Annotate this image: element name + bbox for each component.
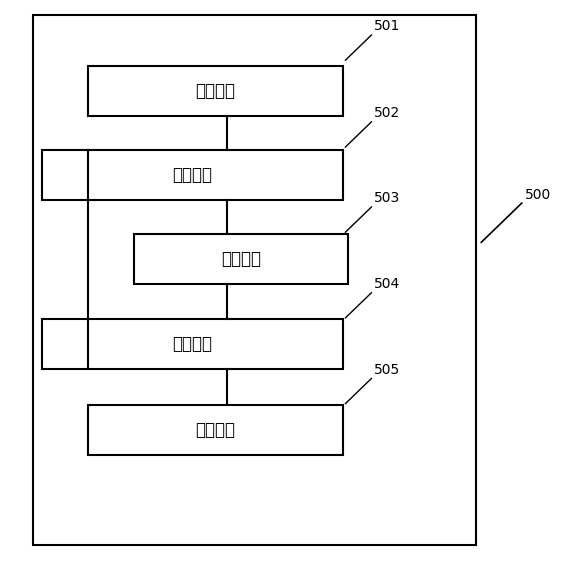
Text: 第四单元: 第四单元 (172, 335, 212, 353)
Text: 500: 500 (525, 188, 551, 202)
Text: 504: 504 (374, 277, 400, 291)
Text: 第二单元: 第二单元 (172, 166, 212, 184)
Text: 505: 505 (374, 363, 400, 377)
Text: 第五单元: 第五单元 (195, 421, 235, 439)
Text: 501: 501 (374, 19, 401, 33)
Text: 第一单元: 第一单元 (195, 82, 235, 100)
Text: 503: 503 (374, 191, 400, 205)
Bar (42, 319, 343, 369)
Bar (88, 66, 343, 116)
Bar (42, 150, 343, 200)
Text: 502: 502 (374, 106, 400, 120)
Bar (88, 405, 343, 455)
Text: 第三单元: 第三单元 (221, 250, 261, 268)
Bar (33, 15, 475, 545)
Bar (134, 234, 349, 284)
